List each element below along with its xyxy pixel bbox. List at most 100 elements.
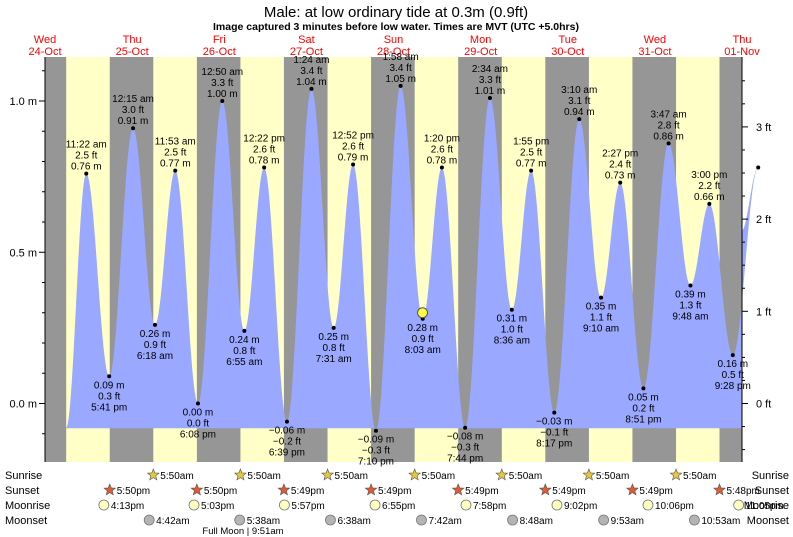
extreme-time: 6:08 pm [180,430,216,441]
left-tick-label: 1.0 m [9,96,37,108]
extreme-time: 9:48 am [672,312,708,323]
extreme-point [195,401,200,406]
moonset-icon [325,514,336,526]
sunrise-icon [582,468,596,481]
extreme-ft: 1.0 ft [501,325,523,336]
extreme-point [577,117,582,122]
extreme-m: 0.28 m [407,323,438,334]
moonrise-time: 4:13pm [111,501,144,512]
row-label-right: Sunset [755,485,789,497]
moonrise-icon [188,499,200,511]
extreme-time: 12:50 am [201,67,243,78]
extreme-ft: 2.6 ft [342,142,364,153]
day-header-date: 31-Oct [638,46,671,58]
extreme-time: 1:24 am [293,55,329,66]
extreme-m: 0.25 m [318,332,349,343]
sunrise-icon [146,468,160,481]
extreme-ft: 2.4 ft [609,160,631,171]
extreme-time: 6:18 am [137,351,173,362]
extreme-time: 1:55 pm [513,137,549,148]
day-header-date: 24-Oct [28,46,61,58]
extreme-ft: 1.3 ft [679,301,701,312]
moonrise-time: 7:58pm [473,501,506,512]
extreme-m: 0.94 m [564,107,595,118]
sunrise-time: 5:50am [247,471,280,482]
sunset-icon [364,483,378,496]
extreme-point [618,180,623,185]
extreme-m: 0.39 m [675,290,706,301]
moonrise-icon [642,499,654,511]
tide-area [66,85,759,431]
sunset-time: 5:49pm [639,486,672,497]
moonrise-icon [733,499,745,511]
extreme-m: 0.26 m [140,329,171,340]
extreme-ft: 2.2 ft [698,181,720,192]
moonrise-time: 5:03pm [201,501,234,512]
extreme-time: 7:44 pm [447,454,483,465]
extreme-m: 1.01 m [475,86,506,97]
sunrise-time: 5:50am [160,471,193,482]
extreme-time: 5:41 pm [91,402,127,413]
extreme-point [107,374,112,379]
full-moon-note: Full Moon | 9:51am [202,526,283,537]
extreme-point [463,425,468,430]
day-header-dow: Mon [470,34,491,46]
extreme-ft: 0.9 ft [412,334,434,345]
extreme-ft: −0.1 ft [540,428,568,439]
day-header-dow: Thu [733,34,752,46]
extreme-m: 0.77 m [516,159,547,170]
extreme-m: 0.09 m [94,380,125,391]
moonset-icon [507,514,518,526]
extreme-m: −0.08 m [447,432,483,443]
extreme-time: 9:28 pm [715,381,751,392]
extreme-point [331,325,336,330]
moonrise-time: 6:55pm [382,501,415,512]
extreme-labels: 11:22 am2.5 ft0.76 m0.09 m0.3 ft5:41 pm1… [66,52,761,468]
extreme-point [220,99,225,103]
sunset-icon [538,483,552,496]
tide-curve [66,85,759,431]
day-header-dow: Tue [558,34,577,46]
sunrise-icon [321,468,335,481]
extreme-ft: 3.4 ft [300,66,322,77]
extreme-point [152,322,157,327]
extreme-ft: 0.9 ft [144,340,166,351]
extreme-point [309,86,314,91]
sunset-icon [103,483,117,496]
day-header-date: 30-Oct [551,46,584,58]
moonset-time: 7:42am [428,516,461,527]
row-label-right: Sunrise [752,470,789,482]
extreme-point [351,162,356,167]
extreme-point [439,165,444,170]
extreme-point [487,95,492,100]
extreme-time: 2:27 pm [602,149,638,160]
day-header-dow: Wed [644,34,666,46]
extreme-m: 0.00 m [183,408,214,419]
extreme-time: 2:34 am [472,64,508,75]
extreme-time: 1:20 pm [424,134,460,145]
row-label-right: Moonrise [744,500,789,512]
chart-subtitle: Image captured 3 minutes before low wate… [213,21,579,33]
sunrise-time: 5:50am [422,471,455,482]
extreme-m: 0.24 m [229,335,260,346]
extreme-m: 0.05 m [628,392,659,403]
extreme-ft: 3.0 ft [122,105,144,116]
right-tick-label: 2 ft [756,214,771,226]
extreme-ft: 0.0 ft [187,419,209,430]
extreme-m: 1.00 m [207,89,238,100]
extreme-ft: 0.8 ft [233,346,255,357]
extreme-m: −0.06 m [269,426,305,437]
extreme-time: 1:58 am [383,52,419,63]
extreme-time: 8:03 am [405,345,441,356]
moonset-time: 10:53am [701,516,740,527]
right-tick-label: 1 ft [756,306,771,318]
extreme-time: 12:52 pm [332,131,374,142]
extreme-m: 1.05 m [385,74,416,85]
extreme-m: 0.78 m [249,156,280,167]
extreme-time: 3:47 am [651,109,687,120]
day-header-dow: Fri [213,34,226,46]
day-header-dow: Thu [123,34,142,46]
extreme-ft: 1.1 ft [590,313,612,324]
sunset-time: 5:50pm [117,486,150,497]
